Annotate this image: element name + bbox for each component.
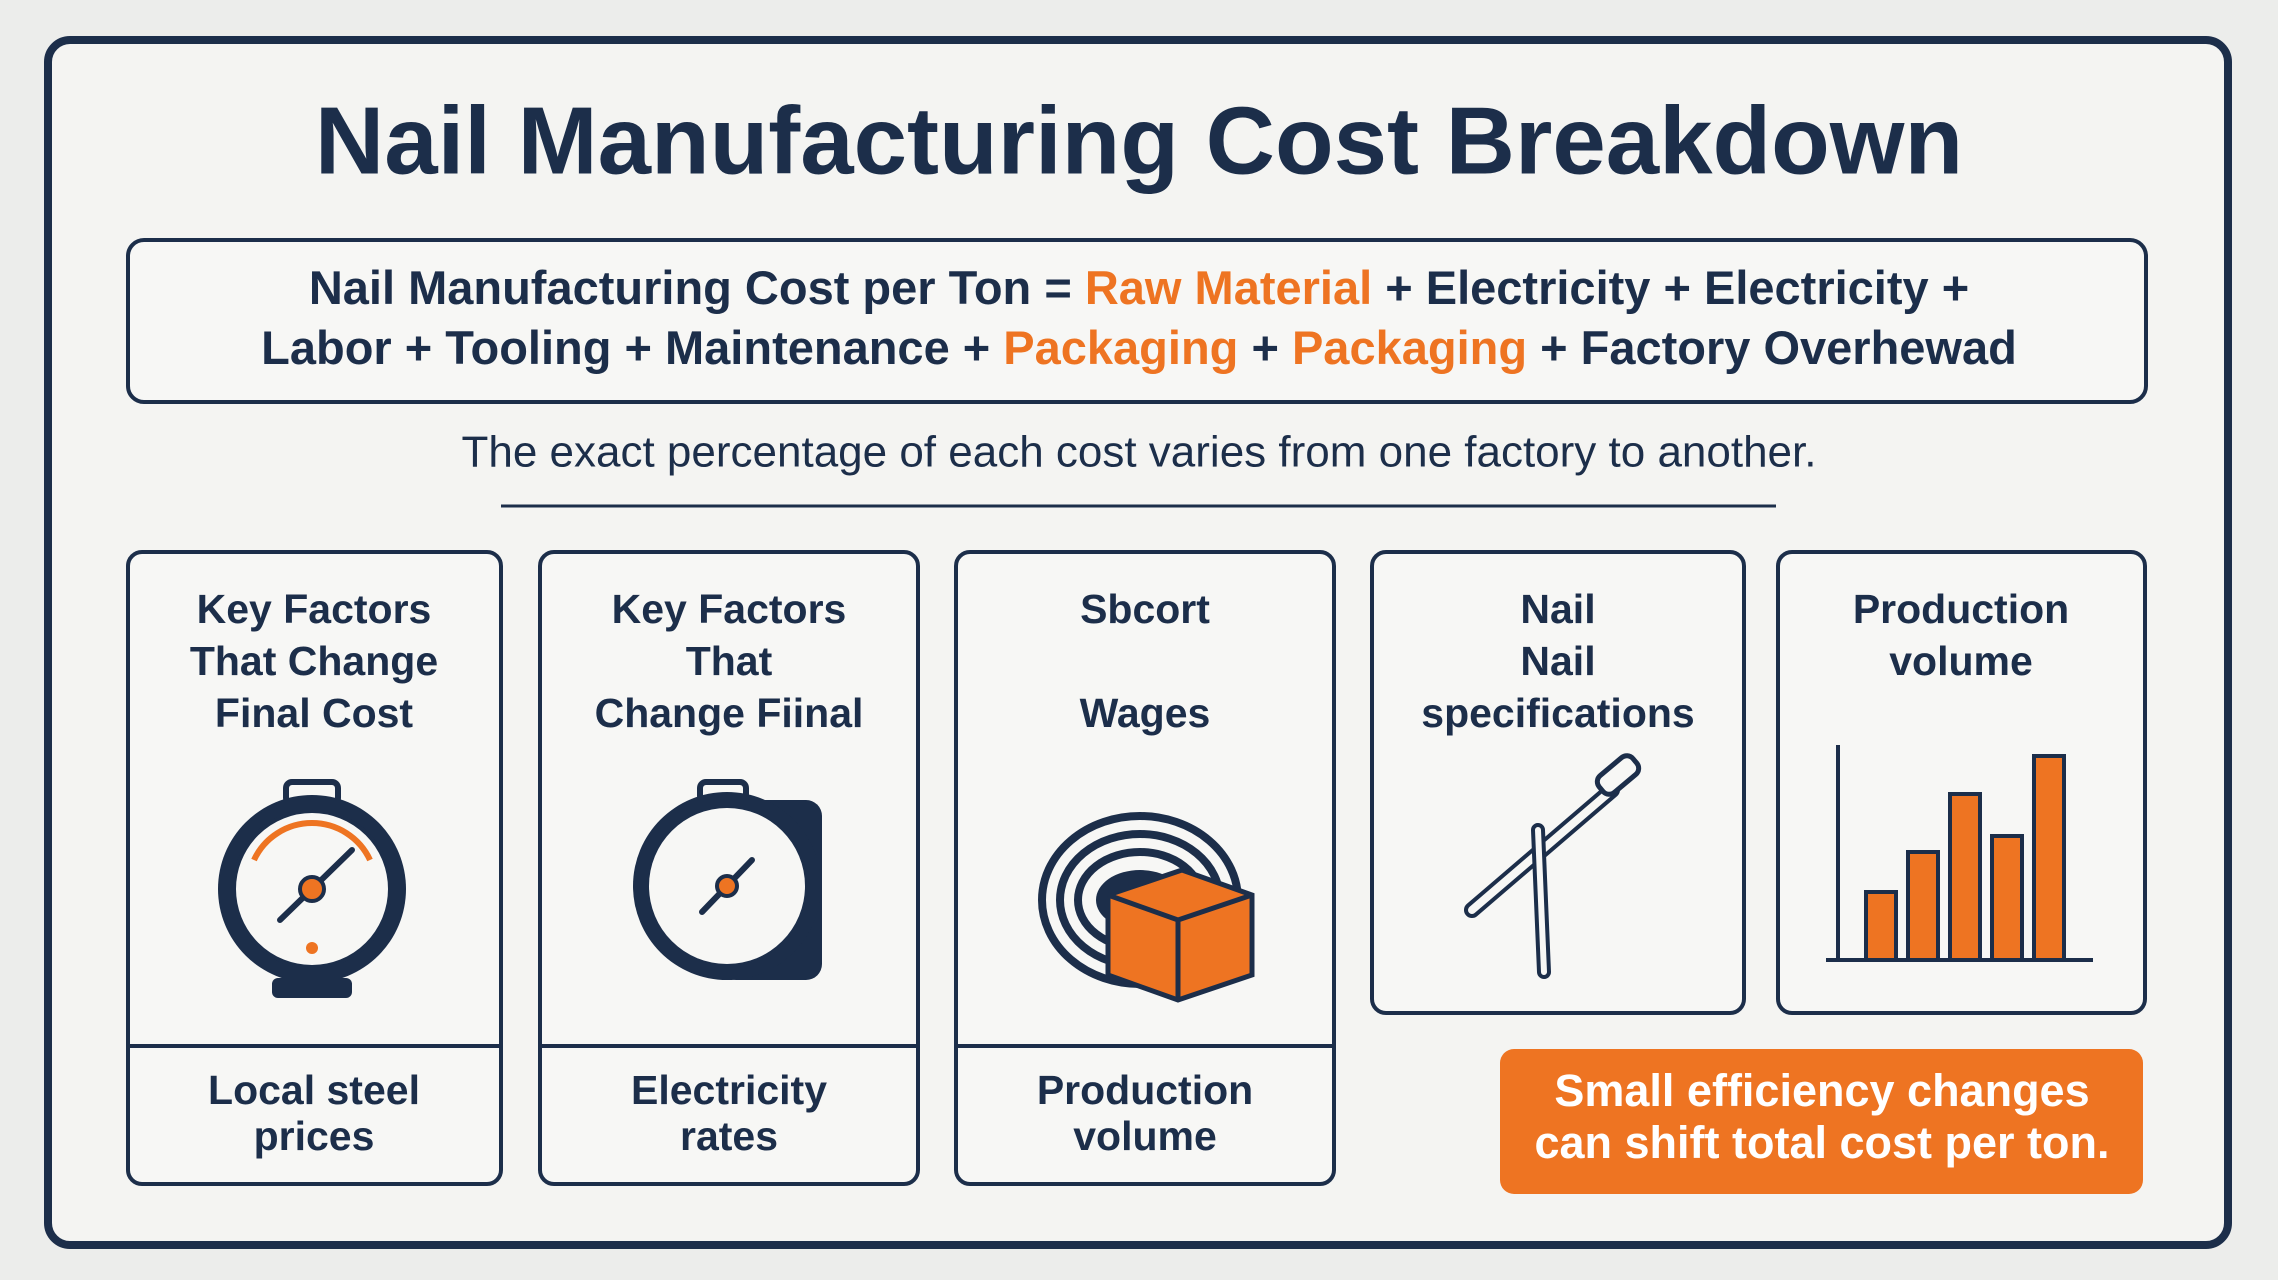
card-label: volume — [1073, 1113, 1217, 1159]
card-heading: That Change — [190, 638, 438, 684]
card-label: Local steel — [208, 1067, 420, 1113]
card-label: Electricity — [631, 1067, 827, 1113]
card-heading: Production — [1853, 586, 2069, 632]
card-heading: Key Factors — [197, 586, 432, 632]
formula-box — [126, 238, 2148, 404]
formula-term: + — [1251, 321, 1278, 374]
subtitle: The exact percentage of each cost varies… — [462, 428, 1817, 477]
formula-term: Labor + Tooling + Maintenance + — [261, 321, 990, 374]
formula-line: Nail Manufacturing Cost per Ton = Raw Ma… — [309, 261, 1969, 314]
card-heading: specifications — [1421, 690, 1694, 736]
card-heading: Sbcort — [1080, 586, 1210, 632]
stopwatch-icon — [633, 779, 822, 980]
bar-chart-icon — [1826, 745, 2093, 962]
card-heading: Wages — [1080, 690, 1211, 736]
formula-term: Nail Manufacturing Cost per Ton = — [309, 261, 1072, 314]
card-heading: Final Cost — [215, 690, 414, 736]
card-label: prices — [254, 1113, 375, 1159]
callout-text: can shift total cost per ton. — [1534, 1117, 2109, 1168]
formula-accent: Raw Material — [1085, 261, 1372, 314]
formula-term: + Factory Overhewad — [1540, 321, 2017, 374]
card-heading: Change Fiinal — [595, 690, 864, 736]
card-heading: Nail — [1520, 638, 1595, 684]
formula-term: + Electricity + Electricity + — [1385, 261, 1969, 314]
callout-box — [1500, 1049, 2143, 1194]
card-heading: volume — [1889, 638, 2033, 684]
card-heading: Nail — [1520, 586, 1595, 632]
gauge-icon — [218, 779, 406, 998]
card-label: Production — [1037, 1067, 1253, 1113]
callout-text: Small efficiency changes — [1554, 1065, 2089, 1116]
title: Nail Manufacturing Cost Breakdown — [315, 87, 1963, 194]
formula-accent: Packaging — [1292, 321, 1527, 374]
card — [1370, 550, 1746, 1015]
nail-icon — [1464, 753, 1642, 979]
formula-accent: Packaging — [1003, 321, 1238, 374]
coil-box-icon — [1038, 812, 1255, 1003]
card-heading: That — [686, 638, 773, 684]
card-label: rates — [680, 1113, 778, 1159]
formula-line: Labor + Tooling + Maintenance + Packagin… — [261, 321, 2017, 374]
card-heading: Key Factors — [612, 586, 847, 632]
